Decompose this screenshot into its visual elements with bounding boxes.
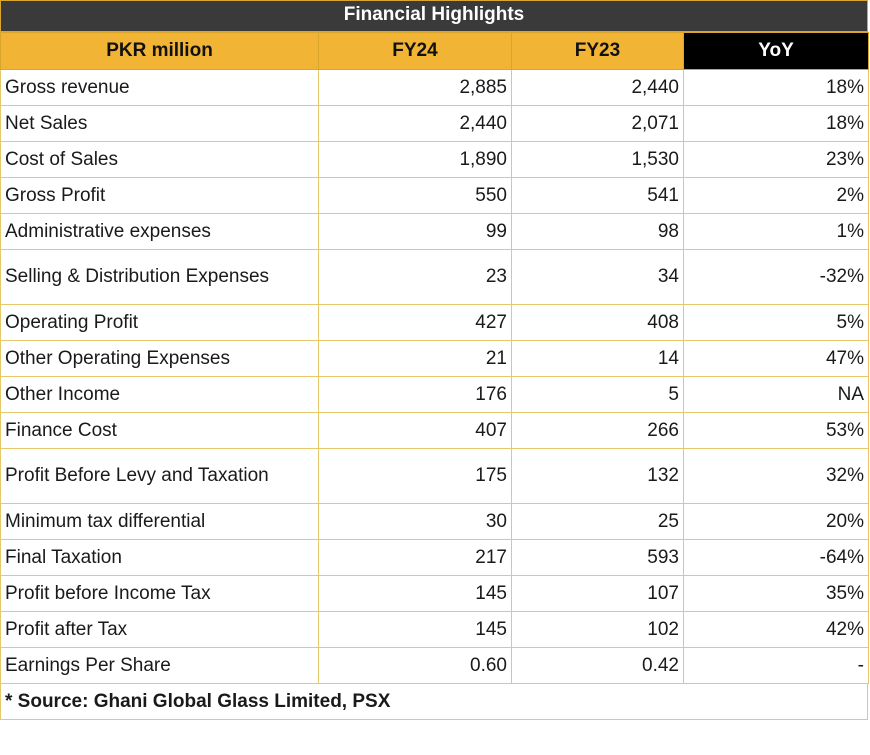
fy24-value: 2,440	[318, 105, 512, 142]
yoy-value: -32%	[683, 249, 869, 305]
fy24-value: 145	[318, 611, 512, 648]
fy24-value: 0.60	[318, 647, 512, 684]
yoy-value: 2%	[683, 177, 869, 214]
table-title: Financial Highlights	[0, 0, 868, 32]
row-label: Other Operating Expenses	[0, 340, 319, 377]
fy23-value: 107	[511, 575, 684, 612]
yoy-value: -64%	[683, 539, 869, 576]
fy23-value: 2,071	[511, 105, 684, 142]
row-label: Net Sales	[0, 105, 319, 142]
fy24-value: 21	[318, 340, 512, 377]
table-row: Gross Profit 550 541 2%	[0, 177, 869, 214]
table-row: Minimum tax differential 30 25 20%	[0, 503, 869, 540]
yoy-value: 1%	[683, 213, 869, 250]
yoy-value: 5%	[683, 304, 869, 341]
fy24-value: 30	[318, 503, 512, 540]
table-row: Other Income 176 5 NA	[0, 376, 869, 413]
table-row: Net Sales 2,440 2,071 18%	[0, 105, 869, 142]
fy23-value: 0.42	[511, 647, 684, 684]
fy24-value: 217	[318, 539, 512, 576]
row-label: Gross Profit	[0, 177, 319, 214]
yoy-value: 47%	[683, 340, 869, 377]
header-fy24: FY24	[318, 32, 512, 70]
yoy-value: NA	[683, 376, 869, 413]
fy24-value: 2,885	[318, 69, 512, 106]
fy24-value: 550	[318, 177, 512, 214]
table-row: Earnings Per Share 0.60 0.42-	[0, 647, 869, 684]
fy23-value: 14	[511, 340, 684, 377]
table-row: Selling & Distribution Expenses 23 34 -32%	[0, 249, 869, 305]
row-label: Profit after Tax	[0, 611, 319, 648]
row-label: Gross revenue	[0, 69, 319, 106]
row-label: Operating Profit	[0, 304, 319, 341]
row-label: Selling & Distribution Expenses	[0, 249, 319, 305]
fy23-value: 5	[511, 376, 684, 413]
table-row: Administrative expenses 99 98 1%	[0, 213, 869, 250]
fy24-value: 99	[318, 213, 512, 250]
fy23-value: 408	[511, 304, 684, 341]
table-row: Profit before Income Tax 145 107 35%	[0, 575, 869, 612]
yoy-value: 35%	[683, 575, 869, 612]
table-row: Profit Before Levy and Taxation 175 132 32%	[0, 448, 869, 504]
table-row: Operating Profit 427 408 5%	[0, 304, 869, 341]
yoy-value: 53%	[683, 412, 869, 449]
fy23-value: 541	[511, 177, 684, 214]
header-yoy: YoY	[683, 32, 869, 70]
fy23-value: 102	[511, 611, 684, 648]
table-row: Other Operating Expenses 21 14 47%	[0, 340, 869, 377]
fy23-value: 25	[511, 503, 684, 540]
yoy-value: 20%	[683, 503, 869, 540]
row-label: Cost of Sales	[0, 141, 319, 178]
row-label: Minimum tax differential	[0, 503, 319, 540]
header-row: PKR million FY24 FY23 YoY	[0, 32, 869, 70]
fy23-value: 2,440	[511, 69, 684, 106]
table-row: Finance Cost 407 266 53%	[0, 412, 869, 449]
row-label: Earnings Per Share	[0, 647, 319, 684]
table-row: Gross revenue 2,885 2,440 18%	[0, 69, 869, 106]
row-label: Profit before Income Tax	[0, 575, 319, 612]
fy24-value: 1,890	[318, 141, 512, 178]
table-row: Cost of Sales 1,890 1,530 23%	[0, 141, 869, 178]
yoy-value: 42%	[683, 611, 869, 648]
fy24-value: 427	[318, 304, 512, 341]
fy23-value: 132	[511, 448, 684, 504]
header-metric: PKR million	[0, 32, 319, 70]
fy24-value: 176	[318, 376, 512, 413]
fy24-value: 407	[318, 412, 512, 449]
yoy-value: 32%	[683, 448, 869, 504]
yoy-value: -	[683, 647, 869, 684]
fy23-value: 98	[511, 213, 684, 250]
yoy-value: 18%	[683, 69, 869, 106]
data-table: PKR million FY24 FY23 YoY Gross revenue 2…	[0, 32, 869, 684]
source-note: * Source: Ghani Global Glass Limited, PS…	[0, 684, 868, 720]
row-label: Profit Before Levy and Taxation	[0, 448, 319, 504]
fy24-value: 175	[318, 448, 512, 504]
fy23-value: 34	[511, 249, 684, 305]
fy23-value: 593	[511, 539, 684, 576]
yoy-value: 23%	[683, 141, 869, 178]
row-label: Finance Cost	[0, 412, 319, 449]
row-label: Final Taxation	[0, 539, 319, 576]
row-label: Other Income	[0, 376, 319, 413]
fy24-value: 145	[318, 575, 512, 612]
header-fy23: FY23	[511, 32, 684, 70]
table-row: Profit after Tax 145 102 42%	[0, 611, 869, 648]
fy23-value: 1,530	[511, 141, 684, 178]
yoy-value: 18%	[683, 105, 869, 142]
table-row: Final Taxation 217 593 -64%	[0, 539, 869, 576]
financial-highlights-table: Financial Highlights PKR million FY24 FY…	[0, 0, 869, 720]
fy24-value: 23	[318, 249, 512, 305]
fy23-value: 266	[511, 412, 684, 449]
row-label: Administrative expenses	[0, 213, 319, 250]
